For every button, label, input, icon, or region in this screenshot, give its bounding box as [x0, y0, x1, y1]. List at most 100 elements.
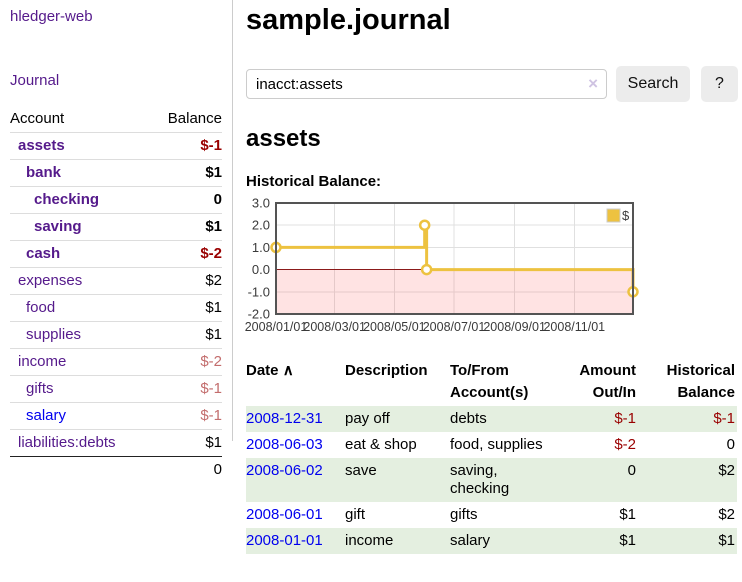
svg-text:0.0: 0.0	[252, 262, 270, 277]
transaction-date-link[interactable]: 2008-12-31	[246, 410, 323, 427]
account-row: food $1	[10, 294, 222, 322]
search-button[interactable]: Search	[616, 66, 690, 102]
transaction-description: save	[345, 462, 377, 479]
account-row: liabilities:debts $1	[10, 429, 222, 457]
svg-text:3.0: 3.0	[252, 196, 270, 211]
transaction-amount: $-1	[614, 410, 636, 427]
register-header-row: Date ∧ Description To/From Account(s) Am…	[246, 360, 737, 406]
accounts-total-value: 0	[150, 456, 222, 483]
account-balance: $-2	[150, 240, 222, 268]
app-title-link[interactable]: hledger-web	[10, 8, 93, 25]
transaction-row: 2008-01-01 income salary $1 $1	[246, 528, 737, 554]
svg-text:-1.0: -1.0	[248, 284, 270, 299]
account-link[interactable]: liabilities:debts	[18, 434, 116, 451]
transaction-date-link[interactable]: 2008-01-01	[246, 532, 323, 549]
header-date[interactable]: Date ∧	[246, 362, 294, 379]
accounts-table-header: Account Balance	[10, 106, 222, 133]
historical-balance-chart: $3.0 2.0 1.0 0.0 -1.0 -2.0 2008/01/01 2008/03/0…	[245, 196, 738, 336]
transaction-date-link[interactable]: 2008-06-02	[246, 462, 323, 479]
transaction-description: gift	[345, 506, 366, 523]
transaction-amount: $-2	[614, 436, 636, 453]
transaction-balance: $-1	[713, 410, 735, 427]
transaction-description: income	[345, 532, 394, 549]
transaction-description: eat & shop	[345, 436, 417, 453]
transaction-balance: $1	[718, 532, 735, 549]
account-link[interactable]: bank	[26, 164, 62, 181]
svg-text:2008/11/01: 2008/11/01	[543, 320, 605, 334]
transaction-amount: $1	[619, 506, 636, 523]
account-link[interactable]: expenses	[18, 272, 83, 289]
account-balance: $1	[150, 213, 222, 241]
transaction-accounts: salary	[450, 532, 491, 549]
header-amount: Amount Out/In	[579, 362, 636, 401]
accounts-header-balance: Balance	[167, 110, 222, 127]
svg-text:$: $	[622, 208, 630, 223]
account-row: cash $-2	[10, 240, 222, 268]
account-balance: $1	[150, 294, 222, 322]
transaction-amount: $1	[619, 532, 636, 549]
register-table: Date ∧ Description To/From Account(s) Am…	[246, 360, 737, 554]
transaction-date-link[interactable]: 2008-06-01	[246, 506, 323, 523]
sidebar-item-journal[interactable]: Journal	[10, 72, 60, 89]
chart-canvas: $3.0 2.0 1.0 0.0 -1.0 -2.02008/01/012008/03/0…	[245, 196, 639, 334]
search-input[interactable]	[246, 69, 607, 99]
header-accounts: To/From Account(s)	[450, 362, 529, 401]
account-balance: $1	[150, 321, 222, 349]
transaction-accounts: gifts	[450, 506, 478, 523]
transaction-accounts: food, supplies	[450, 436, 543, 453]
transaction-balance: $2	[718, 506, 735, 523]
account-link[interactable]: food	[26, 299, 56, 316]
account-row: salary $-1	[10, 402, 222, 430]
svg-text:2.0: 2.0	[252, 218, 270, 233]
account-link[interactable]: supplies	[26, 326, 82, 343]
transaction-accounts: debts	[450, 410, 487, 427]
account-balance: $-1	[150, 132, 222, 160]
transaction-balance: 0	[726, 436, 735, 453]
account-row: income $-2	[10, 348, 222, 376]
sidebar: hledger-web Journal Account Balance asse…	[0, 0, 233, 483]
account-balance: $2	[150, 267, 222, 295]
account-link[interactable]: assets	[18, 137, 65, 154]
account-link[interactable]: gifts	[26, 380, 54, 397]
svg-text:2008/01/01: 2008/01/01	[245, 320, 308, 334]
account-link[interactable]: checking	[34, 191, 100, 208]
sort-ascending-icon: ∧	[282, 362, 294, 379]
account-balance: $-1	[150, 375, 222, 403]
transaction-row: 2008-06-01 gift gifts $1 $2	[246, 502, 737, 528]
account-balance: $1	[150, 429, 222, 457]
accounts-table: Account Balance assets $-1 bank $1 check…	[10, 106, 222, 483]
transaction-balance: $2	[718, 462, 735, 479]
transaction-row: 2008-06-03 eat & shop food, supplies $-2…	[246, 432, 737, 458]
account-balance: $1	[150, 159, 222, 187]
account-row: saving $1	[10, 213, 222, 241]
svg-text:-2.0: -2.0	[248, 307, 270, 322]
transaction-amount: 0	[627, 462, 636, 479]
svg-text:2008/03/01: 2008/03/01	[303, 320, 366, 334]
header-balance: Historical Balance	[666, 362, 735, 401]
page-title: sample.journal	[246, 4, 451, 36]
accounts-header-account: Account	[10, 110, 65, 127]
clear-search-icon[interactable]: ×	[588, 74, 598, 93]
transaction-date-link[interactable]: 2008-06-03	[246, 436, 323, 453]
account-row: checking 0	[10, 186, 222, 214]
account-link[interactable]: saving	[34, 218, 82, 235]
svg-text:1.0: 1.0	[252, 240, 270, 255]
account-link[interactable]: cash	[26, 245, 61, 262]
svg-text:2008/09/01: 2008/09/01	[483, 320, 546, 334]
account-balance: $-2	[150, 348, 222, 376]
help-button[interactable]: ?	[701, 66, 738, 102]
account-row: gifts $-1	[10, 375, 222, 403]
account-link[interactable]: salary	[26, 407, 67, 424]
account-row: supplies $1	[10, 321, 222, 349]
main-content: sample.journal × Search ? assets Histori…	[245, 0, 738, 554]
svg-text:2008/07/01: 2008/07/01	[423, 320, 486, 334]
account-balance: $-1	[150, 402, 222, 430]
account-row: bank $1	[10, 159, 222, 187]
account-balance: 0	[150, 186, 222, 214]
account-heading: assets	[246, 125, 321, 152]
svg-text:2008/05/01: 2008/05/01	[363, 320, 426, 334]
account-row: assets $-1	[10, 132, 222, 160]
search-bar: × Search ?	[246, 66, 738, 102]
account-link[interactable]: income	[18, 353, 67, 370]
header-description: Description	[345, 362, 428, 379]
